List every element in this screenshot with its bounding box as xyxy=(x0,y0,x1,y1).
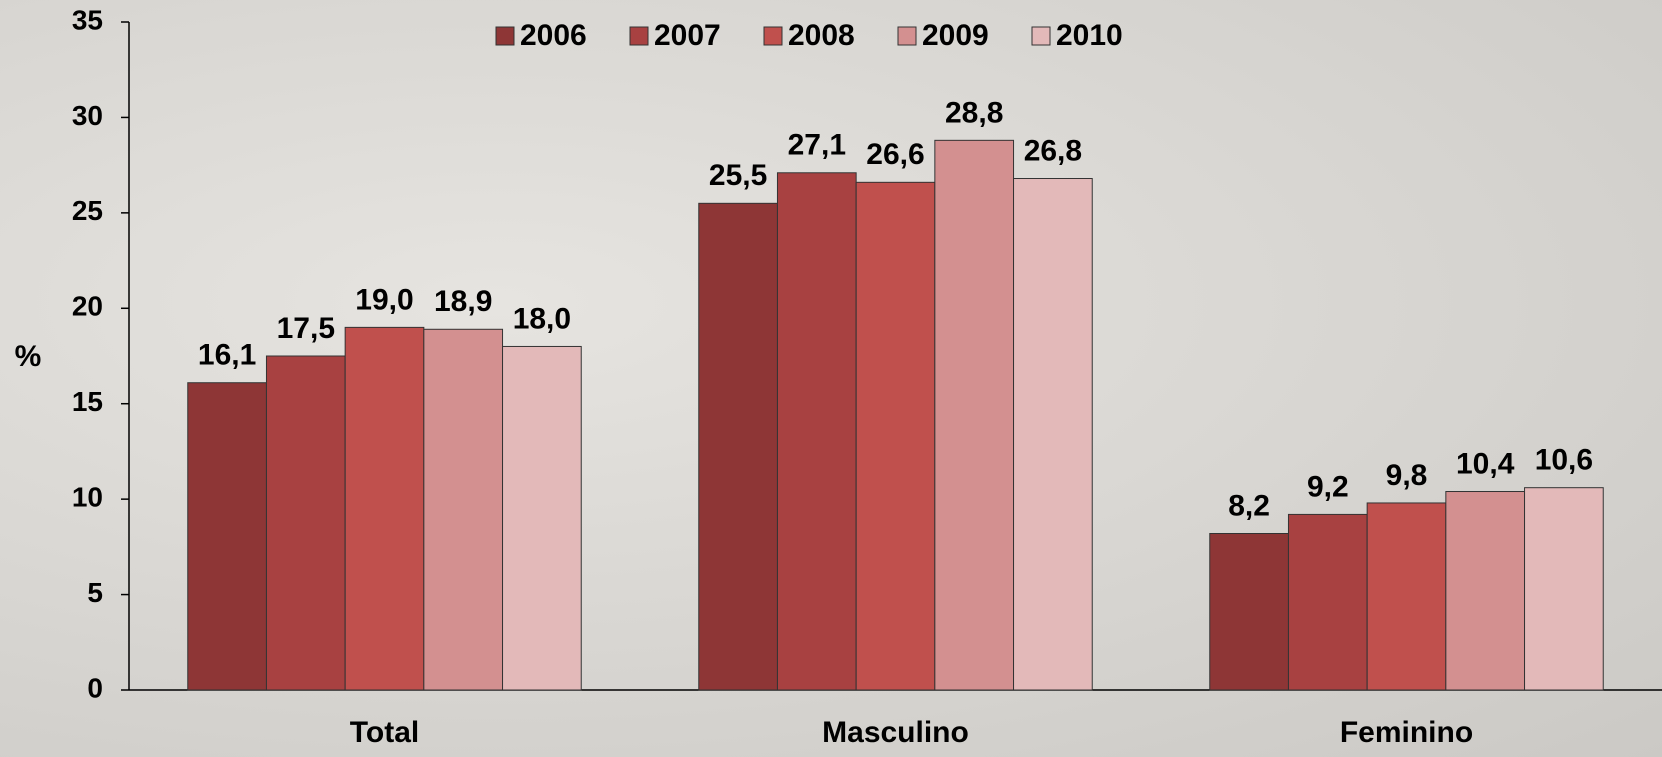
legend-swatch xyxy=(1031,26,1051,46)
x-tick-label: Masculino xyxy=(822,716,969,749)
data-label: 26,6 xyxy=(866,138,924,171)
bar xyxy=(502,345,582,691)
bar xyxy=(265,355,346,691)
bar xyxy=(855,181,936,691)
data-label: 27,1 xyxy=(788,129,846,162)
legend-label: 2007 xyxy=(654,19,721,52)
data-label: 18,9 xyxy=(434,285,492,318)
data-label: 18,0 xyxy=(513,302,571,335)
bar xyxy=(1524,487,1604,691)
legend-swatch xyxy=(897,26,917,46)
y-tick-label: 15 xyxy=(72,386,103,417)
legend-label: 2009 xyxy=(922,19,989,52)
legend-label: 2010 xyxy=(1056,19,1123,52)
bar xyxy=(776,172,857,691)
data-label: 8,2 xyxy=(1228,489,1270,522)
data-label: 28,8 xyxy=(945,96,1003,129)
y-tick-label: 5 xyxy=(87,577,103,608)
bar xyxy=(934,139,1015,691)
legend-swatch xyxy=(495,26,515,46)
bar xyxy=(344,326,425,691)
y-tick-label: 0 xyxy=(87,672,103,703)
bar xyxy=(1013,178,1093,691)
bar xyxy=(698,202,778,691)
bar xyxy=(187,382,267,691)
y-tick-label: 35 xyxy=(72,4,103,35)
data-label: 25,5 xyxy=(709,159,767,192)
y-tick-label: 20 xyxy=(72,291,103,322)
legend-label: 2006 xyxy=(520,19,587,52)
bar xyxy=(423,328,504,691)
data-label: 16,1 xyxy=(198,339,256,372)
bar xyxy=(1287,513,1368,691)
bar xyxy=(1209,532,1289,691)
legend-swatch xyxy=(629,26,649,46)
y-tick-label: 25 xyxy=(72,195,103,226)
data-label: 17,5 xyxy=(277,312,335,345)
y-tick-label: 10 xyxy=(72,482,103,513)
x-tick-label: Feminino xyxy=(1340,716,1473,749)
y-axis-label: % xyxy=(15,340,42,373)
bar xyxy=(1366,502,1447,691)
data-label: 19,0 xyxy=(355,283,413,316)
data-label: 10,6 xyxy=(1535,444,1593,477)
x-tick-label: Total xyxy=(350,716,419,749)
data-label: 9,2 xyxy=(1307,470,1349,503)
bar xyxy=(1445,491,1526,691)
y-tick-label: 30 xyxy=(72,100,103,131)
data-label: 9,8 xyxy=(1386,459,1428,492)
data-label: 26,8 xyxy=(1024,134,1082,167)
legend-label: 2008 xyxy=(788,19,855,52)
legend-swatch xyxy=(763,26,783,46)
data-label: 10,4 xyxy=(1456,447,1515,480)
